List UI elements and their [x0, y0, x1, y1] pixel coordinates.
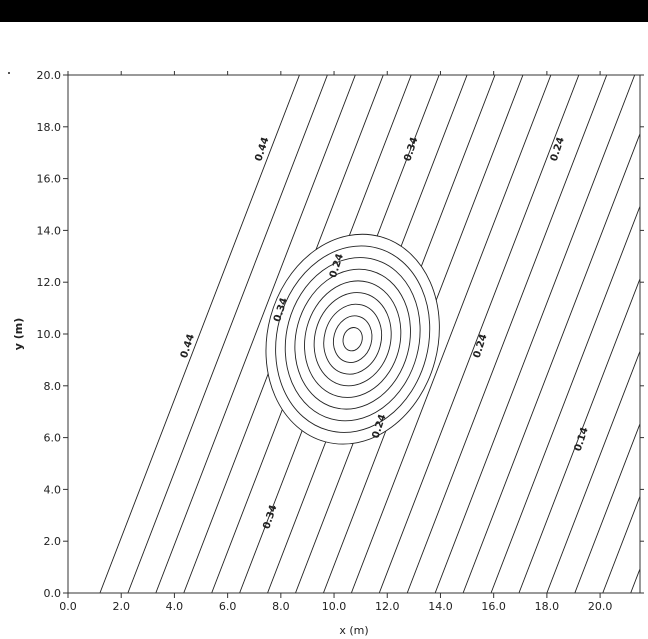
- isoline: [99, 75, 300, 593]
- y-tick-label: 16.0: [37, 173, 62, 186]
- x-tick-label: 12.0: [375, 600, 400, 613]
- isoline: [378, 75, 580, 593]
- y-tick-label: 12.0: [37, 276, 62, 289]
- contour-label: 0.34: [402, 136, 420, 163]
- contour-label: 0.44: [179, 333, 197, 360]
- x-tick-label: 2.0: [112, 600, 130, 613]
- isoline: [350, 75, 552, 593]
- isoline: [155, 75, 356, 593]
- x-axis-label: x (m): [339, 624, 368, 637]
- isoline: [127, 75, 328, 593]
- isoline: [462, 132, 640, 593]
- y-tick-label: 8.0: [44, 380, 62, 393]
- isoline: [574, 422, 640, 593]
- y-tick-label: 14.0: [37, 224, 62, 237]
- isoline: [630, 567, 640, 593]
- y-tick-label: 4.0: [44, 483, 62, 496]
- x-tick-label: 18.0: [535, 600, 560, 613]
- y-axis-label: y (m): [12, 318, 25, 351]
- isoline: [518, 277, 640, 593]
- isoline: [406, 75, 608, 593]
- isoline: [490, 204, 640, 593]
- y-tick-label: 6.0: [44, 432, 62, 445]
- axis-ticks: 0.0 2.0 4.0 6.0 8.0 10.0 12.0 14.0 16.0 18.0 20.0 0…: [37, 69, 644, 613]
- x-tick-label: 10.0: [322, 600, 347, 613]
- depression-ring: [332, 315, 373, 363]
- isoline: [546, 350, 640, 593]
- top-black-bar: [0, 0, 648, 22]
- y-tick-label: 20.0: [37, 69, 62, 82]
- depression-ring: [313, 292, 392, 387]
- contour-lines: [99, 75, 640, 593]
- depression-ring: [323, 303, 383, 375]
- x-tick-label: 8.0: [272, 600, 290, 613]
- contour-label: 0.14: [573, 426, 591, 453]
- x-tick-label: 16.0: [481, 600, 506, 613]
- depression-ring: [284, 257, 421, 422]
- isoline: [434, 75, 636, 593]
- y-tick-label: 2.0: [44, 535, 62, 548]
- contour-label: 0.34: [261, 504, 279, 531]
- isoline: [602, 495, 640, 593]
- contour-label: 0.44: [253, 136, 271, 163]
- x-tick-label: 14.0: [428, 600, 453, 613]
- y-tick-label: 18.0: [37, 121, 62, 134]
- x-tick-label: 20.0: [588, 600, 613, 613]
- x-tick-label: 0.0: [59, 600, 77, 613]
- x-tick-label: 4.0: [166, 600, 184, 613]
- depression-ring: [275, 245, 431, 433]
- depression-ring: [294, 268, 411, 410]
- contour-label: 0.24: [549, 136, 567, 163]
- contour-label: 0.24: [472, 333, 490, 360]
- stray-dot: [8, 72, 10, 74]
- y-tick-label: 0.0: [44, 587, 62, 600]
- y-tick-label: 10.0: [37, 328, 62, 341]
- depression-ring: [304, 280, 402, 398]
- depression-ring: [342, 327, 363, 352]
- x-tick-label: 6.0: [219, 600, 237, 613]
